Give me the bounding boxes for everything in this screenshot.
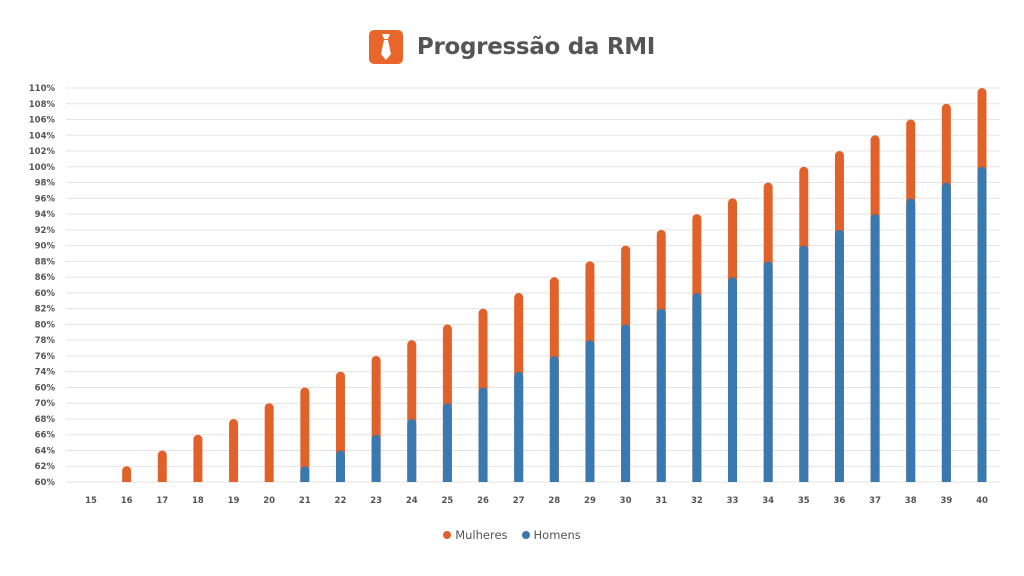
y-tick-label: 70%: [35, 399, 56, 409]
x-tick-label: 20: [263, 496, 275, 506]
y-tick-label: 88%: [35, 257, 56, 267]
bar-homens: [621, 324, 631, 482]
bar-homens: [728, 277, 738, 482]
y-tick-label: 62%: [35, 462, 56, 472]
bar-homens: [407, 418, 417, 482]
x-tick-label: 39: [940, 496, 952, 506]
legend-marker-mulheres: [443, 531, 452, 539]
x-tick-label: 32: [691, 496, 703, 506]
x-tick-label: 31: [655, 496, 667, 506]
x-tick-label: 35: [798, 496, 810, 506]
bar-homens: [977, 166, 987, 482]
x-tick-label: 21: [299, 496, 311, 506]
x-tick-label: 37: [869, 496, 881, 506]
y-tick-label: 98%: [35, 179, 56, 189]
x-tick-label: 15: [85, 496, 97, 506]
bar-homens: [549, 355, 559, 482]
y-tick-label: 60%: [35, 289, 56, 299]
bar-homens: [763, 261, 773, 482]
x-tick-label: 40: [976, 496, 988, 506]
bar-mulheres: [193, 434, 203, 482]
x-tick-label: 16: [121, 496, 133, 506]
legend-label-mulheres: Mulheres: [455, 528, 508, 542]
x-tick-label: 23: [370, 496, 382, 506]
x-tick-label: 34: [762, 496, 774, 506]
y-tick-label: 60%: [35, 383, 56, 393]
y-tick-label: 100%: [29, 163, 56, 173]
bar-homens: [692, 292, 702, 482]
x-tick-label: 36: [834, 496, 846, 506]
bar-mulheres: [264, 403, 274, 482]
bar-homens: [371, 434, 381, 482]
bar-homens: [585, 340, 595, 482]
y-tick-label: 108%: [29, 100, 56, 110]
bar-homens: [478, 387, 488, 482]
bar-homens: [656, 308, 666, 482]
y-tick-label: 92%: [35, 226, 56, 236]
bar-mulheres: [122, 466, 132, 482]
bar-homens: [300, 466, 310, 482]
y-tick-label: 60%: [35, 478, 56, 488]
y-tick-label: 96%: [35, 194, 56, 204]
bar-homens: [335, 450, 345, 482]
x-tick-label: 25: [441, 496, 453, 506]
y-tick-label: 90%: [35, 242, 56, 252]
legend-item-homens[interactable]: Homens: [521, 528, 581, 542]
bar-mulheres: [300, 387, 310, 482]
bar-homens: [514, 371, 524, 482]
bar-homens: [941, 182, 951, 482]
y-tick-label: 68%: [35, 415, 56, 425]
y-tick-label: 66%: [35, 431, 56, 441]
y-tick-label: 74%: [35, 368, 56, 378]
y-tick-label: 64%: [35, 446, 56, 456]
y-tick-label: 78%: [35, 336, 56, 346]
x-tick-label: 22: [335, 496, 347, 506]
x-tick-label: 28: [548, 496, 560, 506]
y-tick-label: 76%: [35, 352, 56, 362]
bar-mulheres: [157, 450, 167, 482]
chart-title: Progressão da RMI: [416, 34, 656, 60]
y-tick-label: 82%: [35, 305, 56, 315]
x-tick-label: 33: [727, 496, 739, 506]
x-tick-label: 30: [620, 496, 632, 506]
x-tick-label: 26: [477, 496, 489, 506]
legend: Mulheres Homens: [0, 528, 1024, 542]
x-tick-label: 18: [192, 496, 204, 506]
bar-homens: [799, 245, 809, 482]
x-tick-label: 24: [406, 496, 418, 506]
x-tick-label: 27: [513, 496, 525, 506]
legend-marker-homens: [521, 531, 530, 539]
y-tick-label: 102%: [29, 147, 56, 157]
bar-homens: [834, 229, 844, 482]
y-tick-label: 104%: [29, 131, 56, 141]
y-tick-label: 110%: [29, 84, 56, 94]
y-tick-label: 86%: [35, 273, 56, 283]
bar-homens: [870, 214, 880, 482]
x-tick-label: 29: [584, 496, 596, 506]
necktie-icon: [368, 30, 403, 64]
x-tick-label: 17: [156, 496, 168, 506]
x-tick-label: 38: [905, 496, 917, 506]
bar-mulheres: [229, 418, 239, 482]
y-tick-label: 106%: [29, 116, 56, 126]
bar-homens: [906, 198, 916, 482]
bar-homens: [442, 403, 452, 482]
chart-title-area: Progressão da RMI: [0, 30, 1024, 64]
x-tick-label: 19: [228, 496, 240, 506]
legend-label-homens: Homens: [533, 528, 581, 542]
y-tick-label: 80%: [35, 320, 56, 330]
y-tick-label: 94%: [35, 210, 56, 220]
legend-item-mulheres[interactable]: Mulheres: [443, 528, 508, 542]
